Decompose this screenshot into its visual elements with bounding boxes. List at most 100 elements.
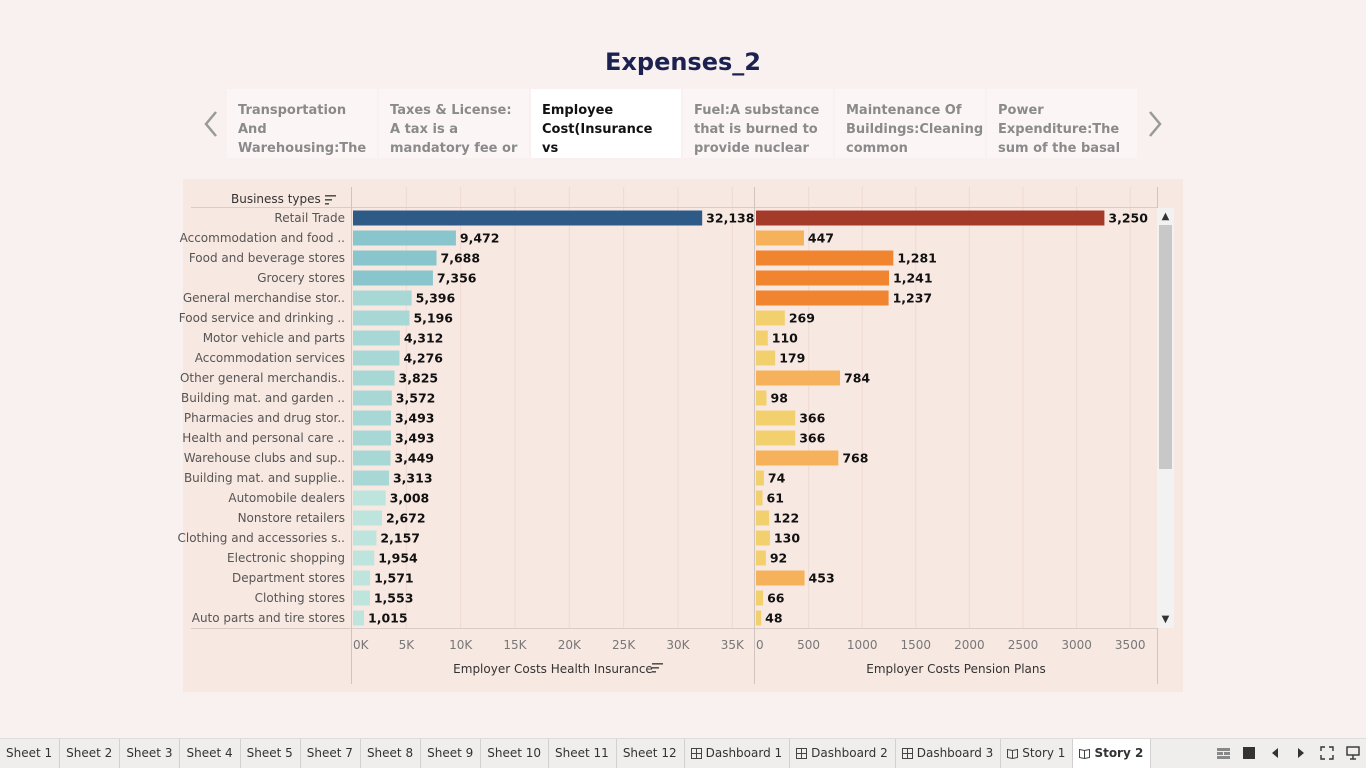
tab-label: Sheet 2 <box>66 746 113 760</box>
tab-sheet-12[interactable]: Sheet 12 <box>617 739 685 768</box>
row-label: Health and personal care .. <box>182 431 345 445</box>
presentation-mode-icon[interactable] <box>1346 746 1360 760</box>
tab-sheet-5[interactable]: Sheet 5 <box>241 739 301 768</box>
bar <box>353 310 410 326</box>
tab-label: Story 2 <box>1094 746 1144 760</box>
row-label: Clothing and accessories s.. <box>177 531 345 545</box>
data-label: 61 <box>767 491 784 506</box>
data-label: 92 <box>770 551 787 566</box>
story-point-3[interactable]: Employee Cost(Insurance vs pension):empl… <box>531 89 681 158</box>
data-label: 32,138 <box>706 211 754 226</box>
scroll-up-icon[interactable]: ▲ <box>1161 211 1170 222</box>
tab-sheet-4[interactable]: Sheet 4 <box>180 739 241 768</box>
tick-label: 0 <box>756 638 764 652</box>
data-label: 7,688 <box>441 251 481 266</box>
data-label: 3,449 <box>394 451 434 466</box>
tick-label: 35K <box>721 638 745 652</box>
story-prev-arrow[interactable] <box>196 106 226 142</box>
business-types-header[interactable]: Business types <box>191 187 351 208</box>
tab-sheet-9[interactable]: Sheet 9 <box>421 739 482 768</box>
tab-label: Dashboard 1 <box>705 746 783 760</box>
row-label: Auto parts and tire stores <box>192 611 345 625</box>
data-label: 4,312 <box>404 331 444 346</box>
tab-dashboard-3[interactable]: Dashboard 3 <box>896 739 1002 768</box>
vertical-scrollbar[interactable]: ▲ ▼ <box>1157 208 1174 628</box>
show-sheet-sorter-icon[interactable] <box>1216 746 1230 760</box>
row-label: Building mat. and garden .. <box>181 391 345 405</box>
next-sheet-icon[interactable] <box>1294 746 1308 760</box>
fit-icon[interactable] <box>1320 746 1334 760</box>
story-title: Expenses_2 <box>605 48 761 76</box>
bar <box>353 350 400 366</box>
story-point-5[interactable]: Maintenance Of Buildings:Cleaning common <box>835 89 985 158</box>
tab-sheet-10[interactable]: Sheet 10 <box>481 739 550 768</box>
bar <box>756 510 770 526</box>
bar <box>756 430 796 446</box>
tab-dashboard-1[interactable]: Dashboard 1 <box>685 739 791 768</box>
tab-label: Sheet 5 <box>246 746 293 760</box>
data-label: 5,196 <box>413 311 453 326</box>
tick-label: 10K <box>449 638 473 652</box>
bar <box>756 350 776 366</box>
prev-sheet-icon[interactable] <box>1268 746 1282 760</box>
data-label: 179 <box>779 351 805 366</box>
story-point-4[interactable]: Fuel:A substance that is burned to provi… <box>683 89 833 158</box>
bar <box>353 530 377 546</box>
tab-label: Sheet 3 <box>126 746 173 760</box>
tab-story-1[interactable]: Story 1 <box>1001 739 1074 768</box>
tab-label: Sheet 9 <box>427 746 474 760</box>
data-label: 130 <box>774 531 800 546</box>
tab-label: Sheet 1 <box>6 746 53 760</box>
bar <box>756 590 764 606</box>
data-label: 2,672 <box>386 511 426 526</box>
tab-label: Story 1 <box>1022 746 1066 760</box>
tab-sheet-7[interactable]: Sheet 7 <box>301 739 361 768</box>
story-icon <box>1079 748 1091 760</box>
scrollbar-thumb[interactable] <box>1159 225 1172 469</box>
row-label: Motor vehicle and parts <box>203 331 345 345</box>
axis-sort-icon[interactable] <box>652 663 663 673</box>
tab-label: Sheet 4 <box>186 746 233 760</box>
tick-label: 1000 <box>847 638 878 652</box>
tab-label: Sheet 11 <box>555 746 609 760</box>
story-point-6[interactable]: Power Expenditure:The sum of the basal <box>987 89 1137 158</box>
data-label: 3,825 <box>399 371 439 386</box>
bar <box>756 210 1105 226</box>
row-label: General merchandise stor.. <box>183 291 345 305</box>
bar <box>353 550 375 566</box>
scroll-down-icon[interactable]: ▼ <box>1161 614 1170 625</box>
data-label: 1,241 <box>893 271 933 286</box>
bar <box>756 330 768 346</box>
bar <box>756 370 841 386</box>
tab-dashboard-2[interactable]: Dashboard 2 <box>790 739 896 768</box>
tab-sheet-8[interactable]: Sheet 8 <box>361 739 422 768</box>
story-point-2[interactable]: Taxes & License: A tax is a mandatory fe… <box>379 89 529 158</box>
data-label: 1,237 <box>893 291 933 306</box>
tab-story-2[interactable]: Story 2 <box>1073 739 1152 768</box>
chevron-right-icon <box>1149 111 1162 137</box>
tick-label: 15K <box>503 638 527 652</box>
tab-label: Dashboard 2 <box>811 746 888 760</box>
bar <box>353 270 433 286</box>
tab-sheet-1[interactable]: Sheet 1 <box>0 739 61 768</box>
tab-sheet-11[interactable]: Sheet 11 <box>549 739 617 768</box>
bar <box>756 410 796 426</box>
row-label: Accommodation and food .. <box>180 231 345 245</box>
row-label: Retail Trade <box>274 211 345 225</box>
tab-sheet-3[interactable]: Sheet 3 <box>120 739 181 768</box>
data-label: 1,281 <box>897 251 937 266</box>
tick-label: 30K <box>666 638 690 652</box>
tab-label: Dashboard 3 <box>916 746 994 760</box>
story-point-1[interactable]: Transportation And Warehousing:The trans… <box>227 89 377 158</box>
data-label: 3,493 <box>395 431 435 446</box>
bar <box>756 390 767 406</box>
show-filmstrip-icon[interactable] <box>1242 746 1256 760</box>
axis-title: Employer Costs Pension Plans <box>866 662 1045 676</box>
sort-icon[interactable] <box>324 194 337 205</box>
data-label: 768 <box>842 451 868 466</box>
tick-label: 0K <box>353 638 370 652</box>
data-label: 3,313 <box>393 471 433 486</box>
tab-sheet-2[interactable]: Sheet 2 <box>60 739 121 768</box>
story-next-arrow[interactable] <box>1140 106 1170 142</box>
bar <box>756 450 839 466</box>
